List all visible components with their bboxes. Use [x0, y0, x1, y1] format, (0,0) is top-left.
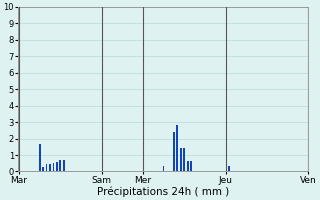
Bar	[60, 160, 61, 171]
Bar	[183, 148, 185, 171]
Bar	[163, 166, 164, 171]
Bar	[187, 161, 188, 171]
Bar	[39, 144, 41, 171]
Bar	[42, 167, 44, 171]
Bar	[52, 163, 54, 171]
Bar	[63, 160, 65, 171]
Bar	[180, 148, 182, 171]
Bar	[228, 166, 230, 171]
X-axis label: Précipitations 24h ( mm ): Précipitations 24h ( mm )	[97, 186, 229, 197]
Bar	[177, 125, 178, 171]
Bar	[190, 161, 192, 171]
Bar	[49, 164, 51, 171]
Bar	[56, 162, 58, 171]
Bar	[173, 132, 175, 171]
Bar	[46, 164, 47, 171]
